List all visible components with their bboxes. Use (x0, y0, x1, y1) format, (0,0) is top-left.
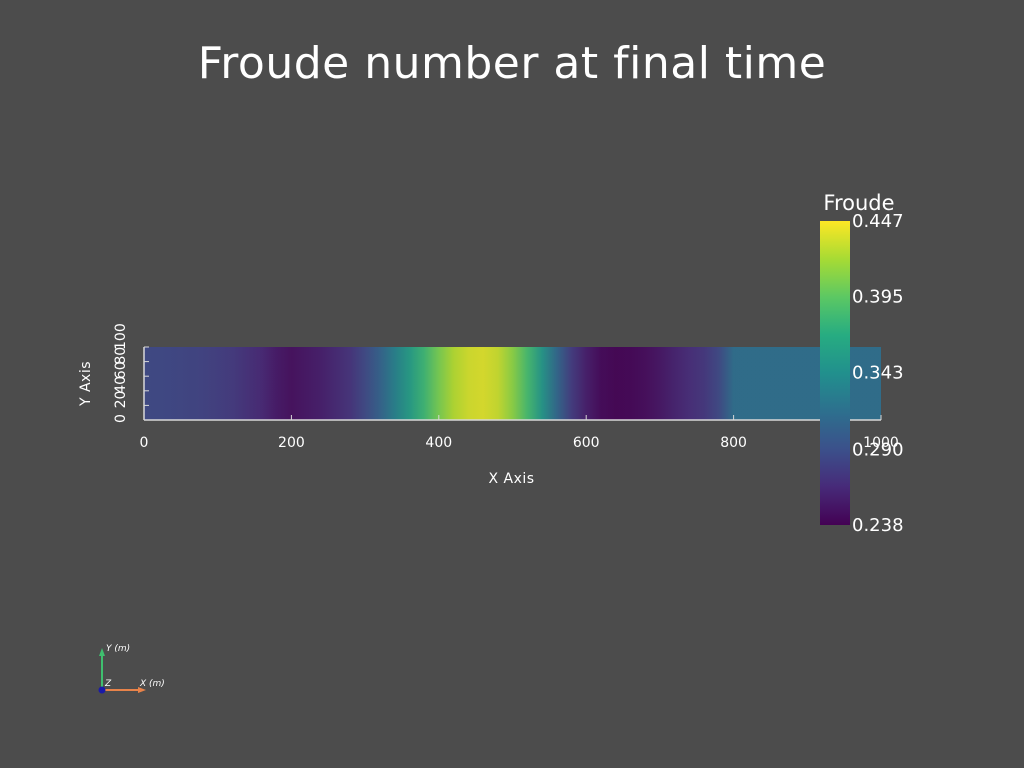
x-tick-label: 0 (140, 435, 149, 451)
colorbar-tick-label: 0.343 (852, 362, 904, 383)
x-tick-label: 400 (425, 435, 452, 451)
x-axis-label: X Axis (488, 471, 534, 487)
colorbar-gradient (820, 221, 850, 525)
x-tick-label: 800 (720, 435, 747, 451)
colorbar-title: Froude (823, 191, 894, 215)
y-axis-label: Y Axis (78, 361, 94, 407)
heatmap-field (144, 347, 881, 420)
froude-field (144, 347, 881, 420)
x-tick-label: 600 (573, 435, 600, 451)
x-tick-label: 200 (278, 435, 305, 451)
x-orient-arrowhead (138, 687, 146, 693)
colorbar-tick-label: 0.447 (852, 211, 904, 232)
y-tick-label: 40 (113, 376, 129, 394)
y-tick-label: 20 (113, 391, 129, 409)
y-orient-arrowhead (99, 648, 105, 656)
y-tick-label: 60 (113, 361, 129, 379)
colorbar-tick-label: 0.290 (852, 439, 904, 460)
z-orient-label: Z (104, 679, 112, 689)
x-tick-label: 1000 (863, 435, 899, 451)
x-orient-label: X (m) (139, 679, 165, 689)
z-orient-dot (98, 686, 106, 694)
colorbar-tick-label: 0.395 (852, 287, 904, 308)
y-tick-label: 0 (113, 414, 129, 423)
chart-title: Froude number at final time (197, 38, 827, 89)
colorbar-tick-label: 0.238 (852, 515, 904, 536)
y-tick-label: 80 (113, 347, 129, 365)
y-orient-label: Y (m) (106, 644, 130, 654)
y-tick-label: 100 (113, 323, 129, 350)
orientation-widget: X (m) Y (m) Z (98, 644, 165, 694)
